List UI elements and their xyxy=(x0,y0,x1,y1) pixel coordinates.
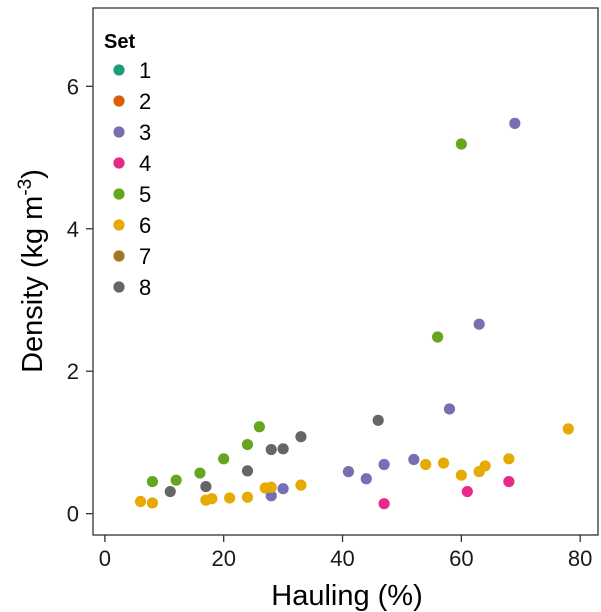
data-point-set-5 xyxy=(253,421,265,433)
data-point-set-6 xyxy=(200,494,212,506)
legend-label-2: 2 xyxy=(139,89,151,114)
x-axis-title: Hauling (%) xyxy=(271,580,423,612)
data-point-set-6 xyxy=(134,495,147,508)
data-point-set-6 xyxy=(455,469,467,481)
y-axis-title-end: ) xyxy=(17,169,49,179)
data-point-set-3 xyxy=(277,483,289,495)
data-point-set-5 xyxy=(194,467,206,479)
y-tick-label: 6 xyxy=(67,74,79,99)
legend-label-1: 1 xyxy=(139,58,151,83)
y-tick-label: 0 xyxy=(67,502,79,527)
data-point-set-6 xyxy=(224,492,236,504)
legend-label-3: 3 xyxy=(139,120,151,145)
data-point-set-3 xyxy=(473,318,485,330)
x-tick-label: 0 xyxy=(99,546,111,571)
data-point-set-5 xyxy=(170,474,182,486)
x-tick-label: 40 xyxy=(330,546,354,571)
data-point-set-6 xyxy=(241,491,254,503)
data-point-set-3 xyxy=(265,490,277,502)
legend-label-5: 5 xyxy=(139,182,151,207)
plot-panel xyxy=(92,7,599,536)
legend-key-1 xyxy=(113,64,125,76)
axis-ticks: 0 20 40 60 80 0 2 4 6 xyxy=(67,74,593,571)
legend-label-6: 6 xyxy=(139,213,151,238)
data-point-set-5 xyxy=(241,438,254,451)
data-point-set-5 xyxy=(431,331,444,343)
x-tick-label: 60 xyxy=(449,546,473,571)
data-point-set-3 xyxy=(342,466,355,478)
data-point-set-6 xyxy=(503,453,515,465)
y-tick-label: 2 xyxy=(67,359,79,384)
legend-title: Set xyxy=(104,31,135,53)
legend-key-5 xyxy=(113,188,125,200)
data-point-set-4 xyxy=(503,475,515,488)
legend-label-8: 8 xyxy=(139,275,151,300)
data-point-set-3 xyxy=(509,117,521,129)
data-point-set-5 xyxy=(146,475,159,488)
data-point-set-8 xyxy=(200,480,212,493)
data-point-set-6 xyxy=(562,423,574,435)
data-point-set-8 xyxy=(164,485,176,498)
x-tick-label: 20 xyxy=(211,546,235,571)
y-tick-label: 4 xyxy=(67,217,79,242)
legend-key-6 xyxy=(113,219,125,231)
data-point-set-6 xyxy=(473,466,485,478)
legend-key-3 xyxy=(113,126,125,138)
legend-label-4: 4 xyxy=(139,151,151,176)
y-axis-title: Density (kg m-3) xyxy=(15,169,49,373)
y-axis-title-superscript: -3 xyxy=(15,179,36,196)
legend-key-7 xyxy=(113,250,125,262)
data-points xyxy=(134,117,574,510)
data-point-set-5 xyxy=(455,138,467,150)
data-point-set-6 xyxy=(295,479,307,491)
data-point-set-3 xyxy=(443,403,456,415)
legend-key-4 xyxy=(113,157,125,169)
data-point-set-8 xyxy=(295,431,307,443)
data-point-set-4 xyxy=(461,485,473,498)
data-point-set-6 xyxy=(146,497,159,509)
x-tick-label: 80 xyxy=(568,546,592,571)
data-point-set-3 xyxy=(360,473,372,485)
data-point-set-3 xyxy=(408,453,420,466)
data-point-set-5 xyxy=(218,453,230,465)
data-point-set-8 xyxy=(277,443,289,455)
data-point-set-3 xyxy=(378,458,390,471)
data-point-set-4 xyxy=(378,498,390,510)
legend-key-8 xyxy=(113,281,125,293)
legend-label-7: 7 xyxy=(139,244,151,269)
data-point-set-6 xyxy=(437,457,450,469)
data-point-set-8 xyxy=(372,414,384,426)
data-point-set-8 xyxy=(241,465,254,477)
y-axis-title-main: Density (kg m xyxy=(17,196,49,373)
legend-key-2 xyxy=(113,95,125,107)
data-point-set-6 xyxy=(420,458,432,471)
data-point-set-8 xyxy=(265,443,277,456)
data-point-set-6 xyxy=(259,482,271,494)
